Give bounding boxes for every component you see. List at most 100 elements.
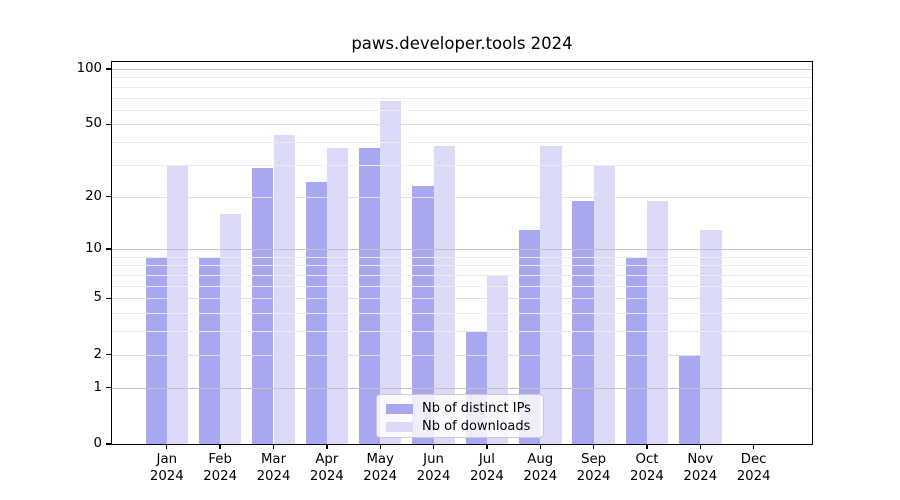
gridline (112, 164, 812, 166)
bar-downloads (220, 213, 242, 444)
bar-distinct-ips (572, 200, 594, 444)
x-tick-mark (486, 444, 488, 449)
chart-title: paws.developer.tools 2024 (351, 34, 573, 53)
x-tick-label: Sep 2024 (562, 451, 626, 485)
x-tick-label-year: 2024 (203, 469, 238, 484)
x-tick-label-month: Aug (527, 452, 554, 467)
x-tick-label-year: 2024 (309, 469, 344, 484)
y-tick-mark (106, 354, 111, 356)
x-tick-label-month: Dec (740, 452, 767, 467)
gridline (112, 387, 812, 389)
y-tick-label: 2 (93, 346, 102, 362)
gridline (112, 68, 812, 70)
gridline (112, 313, 812, 315)
x-tick-label-year: 2024 (256, 469, 291, 484)
y-tick-mark (106, 386, 111, 389)
bar-distinct-ips (518, 229, 541, 444)
gridline (112, 77, 812, 79)
gridline (112, 354, 812, 356)
x-tick-mark (539, 444, 541, 449)
bar-downloads (380, 101, 402, 444)
gridline (112, 275, 812, 276)
gridline (112, 256, 812, 258)
x-tick-label: Dec 2024 (722, 451, 786, 485)
gridline (112, 124, 812, 126)
y-tick-label: 100 (76, 60, 102, 76)
gridline (112, 109, 812, 111)
x-tick-label: Nov 2024 (668, 451, 732, 485)
y-tick-label: 1 (93, 379, 102, 395)
x-tick-label-year: 2024 (363, 469, 398, 484)
y-tick-label: 50 (85, 116, 102, 132)
gridline (112, 265, 812, 267)
x-tick-label-month: Mar (260, 452, 287, 467)
bar-distinct-ips (198, 256, 221, 444)
x-tick-label-year: 2024 (416, 469, 451, 484)
x-tick-mark (219, 444, 221, 449)
x-tick-label-month: Feb (208, 452, 232, 467)
x-tick-label-month: Apr (315, 452, 339, 467)
bar-downloads (700, 229, 722, 444)
gridline (112, 97, 812, 99)
x-tick-label: Jul 2024 (455, 451, 519, 485)
gridline (112, 285, 812, 287)
bar-downloads (326, 148, 349, 444)
x-tick-mark (592, 444, 595, 449)
x-tick-label: Oct 2024 (615, 451, 679, 485)
legend-swatch-downloads (386, 421, 413, 432)
y-tick-mark (106, 248, 111, 250)
x-tick-mark (699, 444, 701, 449)
y-tick-label: 10 (85, 241, 102, 257)
x-tick-label-month: Oct (635, 452, 659, 467)
x-tick-label: Jun 2024 (402, 451, 466, 485)
x-tick-label: Apr 2024 (295, 451, 359, 485)
x-tick-mark (379, 444, 381, 449)
x-tick-label: Mar 2024 (242, 451, 306, 485)
gridline (112, 298, 812, 300)
x-tick-mark (646, 444, 648, 449)
gridline (112, 249, 812, 251)
bar-downloads (593, 164, 615, 444)
legend-swatch-distinct-ips (386, 403, 413, 414)
x-tick-label: Jan 2024 (135, 451, 199, 485)
bar-distinct-ips (252, 167, 274, 444)
x-tick-label: May 2024 (348, 451, 412, 485)
bar-distinct-ips (145, 256, 167, 444)
gridline (112, 196, 812, 198)
bar-distinct-ips (412, 185, 434, 444)
x-tick-label-year: 2024 (576, 469, 611, 484)
bar-distinct-ips (679, 354, 701, 444)
y-tick-mark (106, 443, 111, 445)
x-tick-label-month: May (366, 452, 394, 467)
bar-downloads (646, 200, 669, 444)
x-tick-label-month: Jul (478, 452, 495, 467)
y-tick-mark (106, 297, 111, 300)
bar-downloads (166, 164, 189, 444)
x-tick-mark (166, 444, 168, 449)
x-tick-label: Feb 2024 (188, 451, 252, 485)
plot-area (112, 62, 812, 444)
x-tick-mark (432, 444, 435, 449)
x-tick-label-year: 2024 (469, 469, 504, 484)
x-tick-label-year: 2024 (630, 469, 664, 484)
y-tick-mark (106, 68, 111, 70)
y-tick-mark (106, 123, 111, 126)
x-tick-label: Aug 2024 (508, 451, 572, 485)
x-tick-label-year: 2024 (523, 469, 558, 484)
legend-label-downloads: Nb of downloads (422, 419, 531, 434)
gridline (112, 142, 812, 144)
legend-label-distinct-ips: Nb of distinct IPs (422, 401, 531, 416)
x-tick-label-year: 2024 (149, 469, 184, 484)
bar-distinct-ips (358, 148, 381, 444)
legend-item-distinct-ips: Nb of distinct IPs (386, 400, 535, 417)
y-tick-label: 0 (93, 436, 102, 451)
x-tick-mark (272, 444, 275, 449)
y-tick-mark (106, 195, 111, 198)
legend: Nb of distinct IPs Nb of downloads (376, 394, 544, 438)
gridline (112, 86, 812, 88)
x-tick-label-month: Jan (156, 452, 178, 467)
bar-downloads (540, 146, 562, 444)
x-tick-mark (752, 444, 755, 449)
x-tick-label-month: Nov (687, 452, 714, 467)
